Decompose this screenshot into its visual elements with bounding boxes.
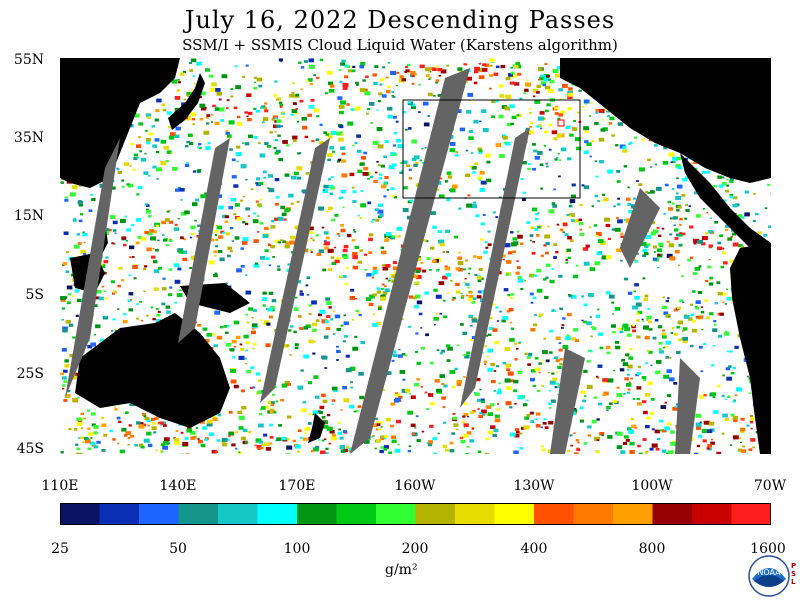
colorbar-cell [731, 503, 771, 525]
colorbar-tick-800: 800 [638, 541, 666, 557]
lat-label-15n: 15N [13, 208, 44, 224]
colorbar-tick-400: 400 [520, 541, 548, 557]
red-marker [557, 119, 565, 127]
lon-label-130w: 130W [513, 478, 555, 494]
colorbar-cell [60, 503, 100, 525]
land-masses [60, 58, 771, 454]
colorbar-cell [455, 503, 495, 525]
lon-label-100w: 100W [631, 478, 673, 494]
colorbar-cell [573, 503, 614, 525]
gap-1 [65, 138, 120, 398]
central-america-land [680, 153, 771, 258]
japan-land [168, 73, 205, 130]
colorbar-cell [297, 503, 337, 525]
lon-label-160w: 160W [394, 478, 436, 494]
new-zealand-land [308, 413, 325, 443]
lat-label-5s: 5S [25, 287, 45, 303]
no-data-swath-gaps [65, 68, 700, 454]
south-america-land [730, 243, 771, 454]
colorbar-cell [257, 503, 298, 525]
australia-land [75, 313, 230, 428]
gap-7 [550, 348, 585, 454]
colorbar-cell [336, 503, 377, 525]
lat-label-45s: 45S [16, 441, 44, 457]
logo-text: NOAA [757, 568, 781, 577]
colorbar-cell [534, 503, 574, 525]
colorbar-cell [218, 503, 258, 525]
colorbar-cell [652, 503, 693, 525]
cloud-water-map [60, 58, 771, 454]
colorbar-cell [613, 503, 653, 525]
colorbar-frame [60, 503, 771, 525]
east-asia-land [60, 58, 180, 188]
gap-4 [350, 68, 470, 454]
colorbar-cell [494, 503, 535, 525]
lon-label-170e: 170E [278, 478, 316, 494]
lon-label-110e: 110E [41, 478, 79, 494]
lon-label-70w: 70W [753, 478, 787, 494]
colorbar-cell [376, 503, 416, 525]
colorbar-cell [99, 503, 140, 525]
colorbar [60, 503, 771, 525]
lat-label-55n: 55N [13, 52, 44, 68]
map-title: July 16, 2022 Descending Passes [184, 6, 616, 34]
colorbar-tick-1600: 1600 [750, 541, 786, 557]
map-subtitle: SSM/I + SSMIS Cloud Liquid Water (Karste… [182, 36, 618, 54]
lat-label-35n: 35N [13, 130, 44, 146]
colorbar-tick-200: 200 [401, 541, 429, 557]
lon-label-140e: 140E [159, 478, 197, 494]
gap-3 [260, 138, 330, 403]
north-america-land [560, 58, 771, 183]
noaa-logo-icon: NOAA [748, 555, 790, 597]
colorbar-cell [415, 503, 456, 525]
colorbar-cell [178, 503, 219, 525]
colorbar-tick-50: 50 [169, 541, 187, 557]
colorbar-tick-100: 100 [283, 541, 311, 557]
colorbar-tick-25: 25 [51, 541, 69, 557]
colorbar-cell [139, 503, 179, 525]
region-box [402, 99, 581, 199]
gap-6 [620, 188, 660, 268]
lat-label-25s: 25S [16, 366, 44, 382]
colorbar-cell [692, 503, 732, 525]
colorbar-units: g/m² [385, 562, 418, 578]
gap-8 [675, 358, 700, 454]
gap-2 [178, 138, 230, 343]
